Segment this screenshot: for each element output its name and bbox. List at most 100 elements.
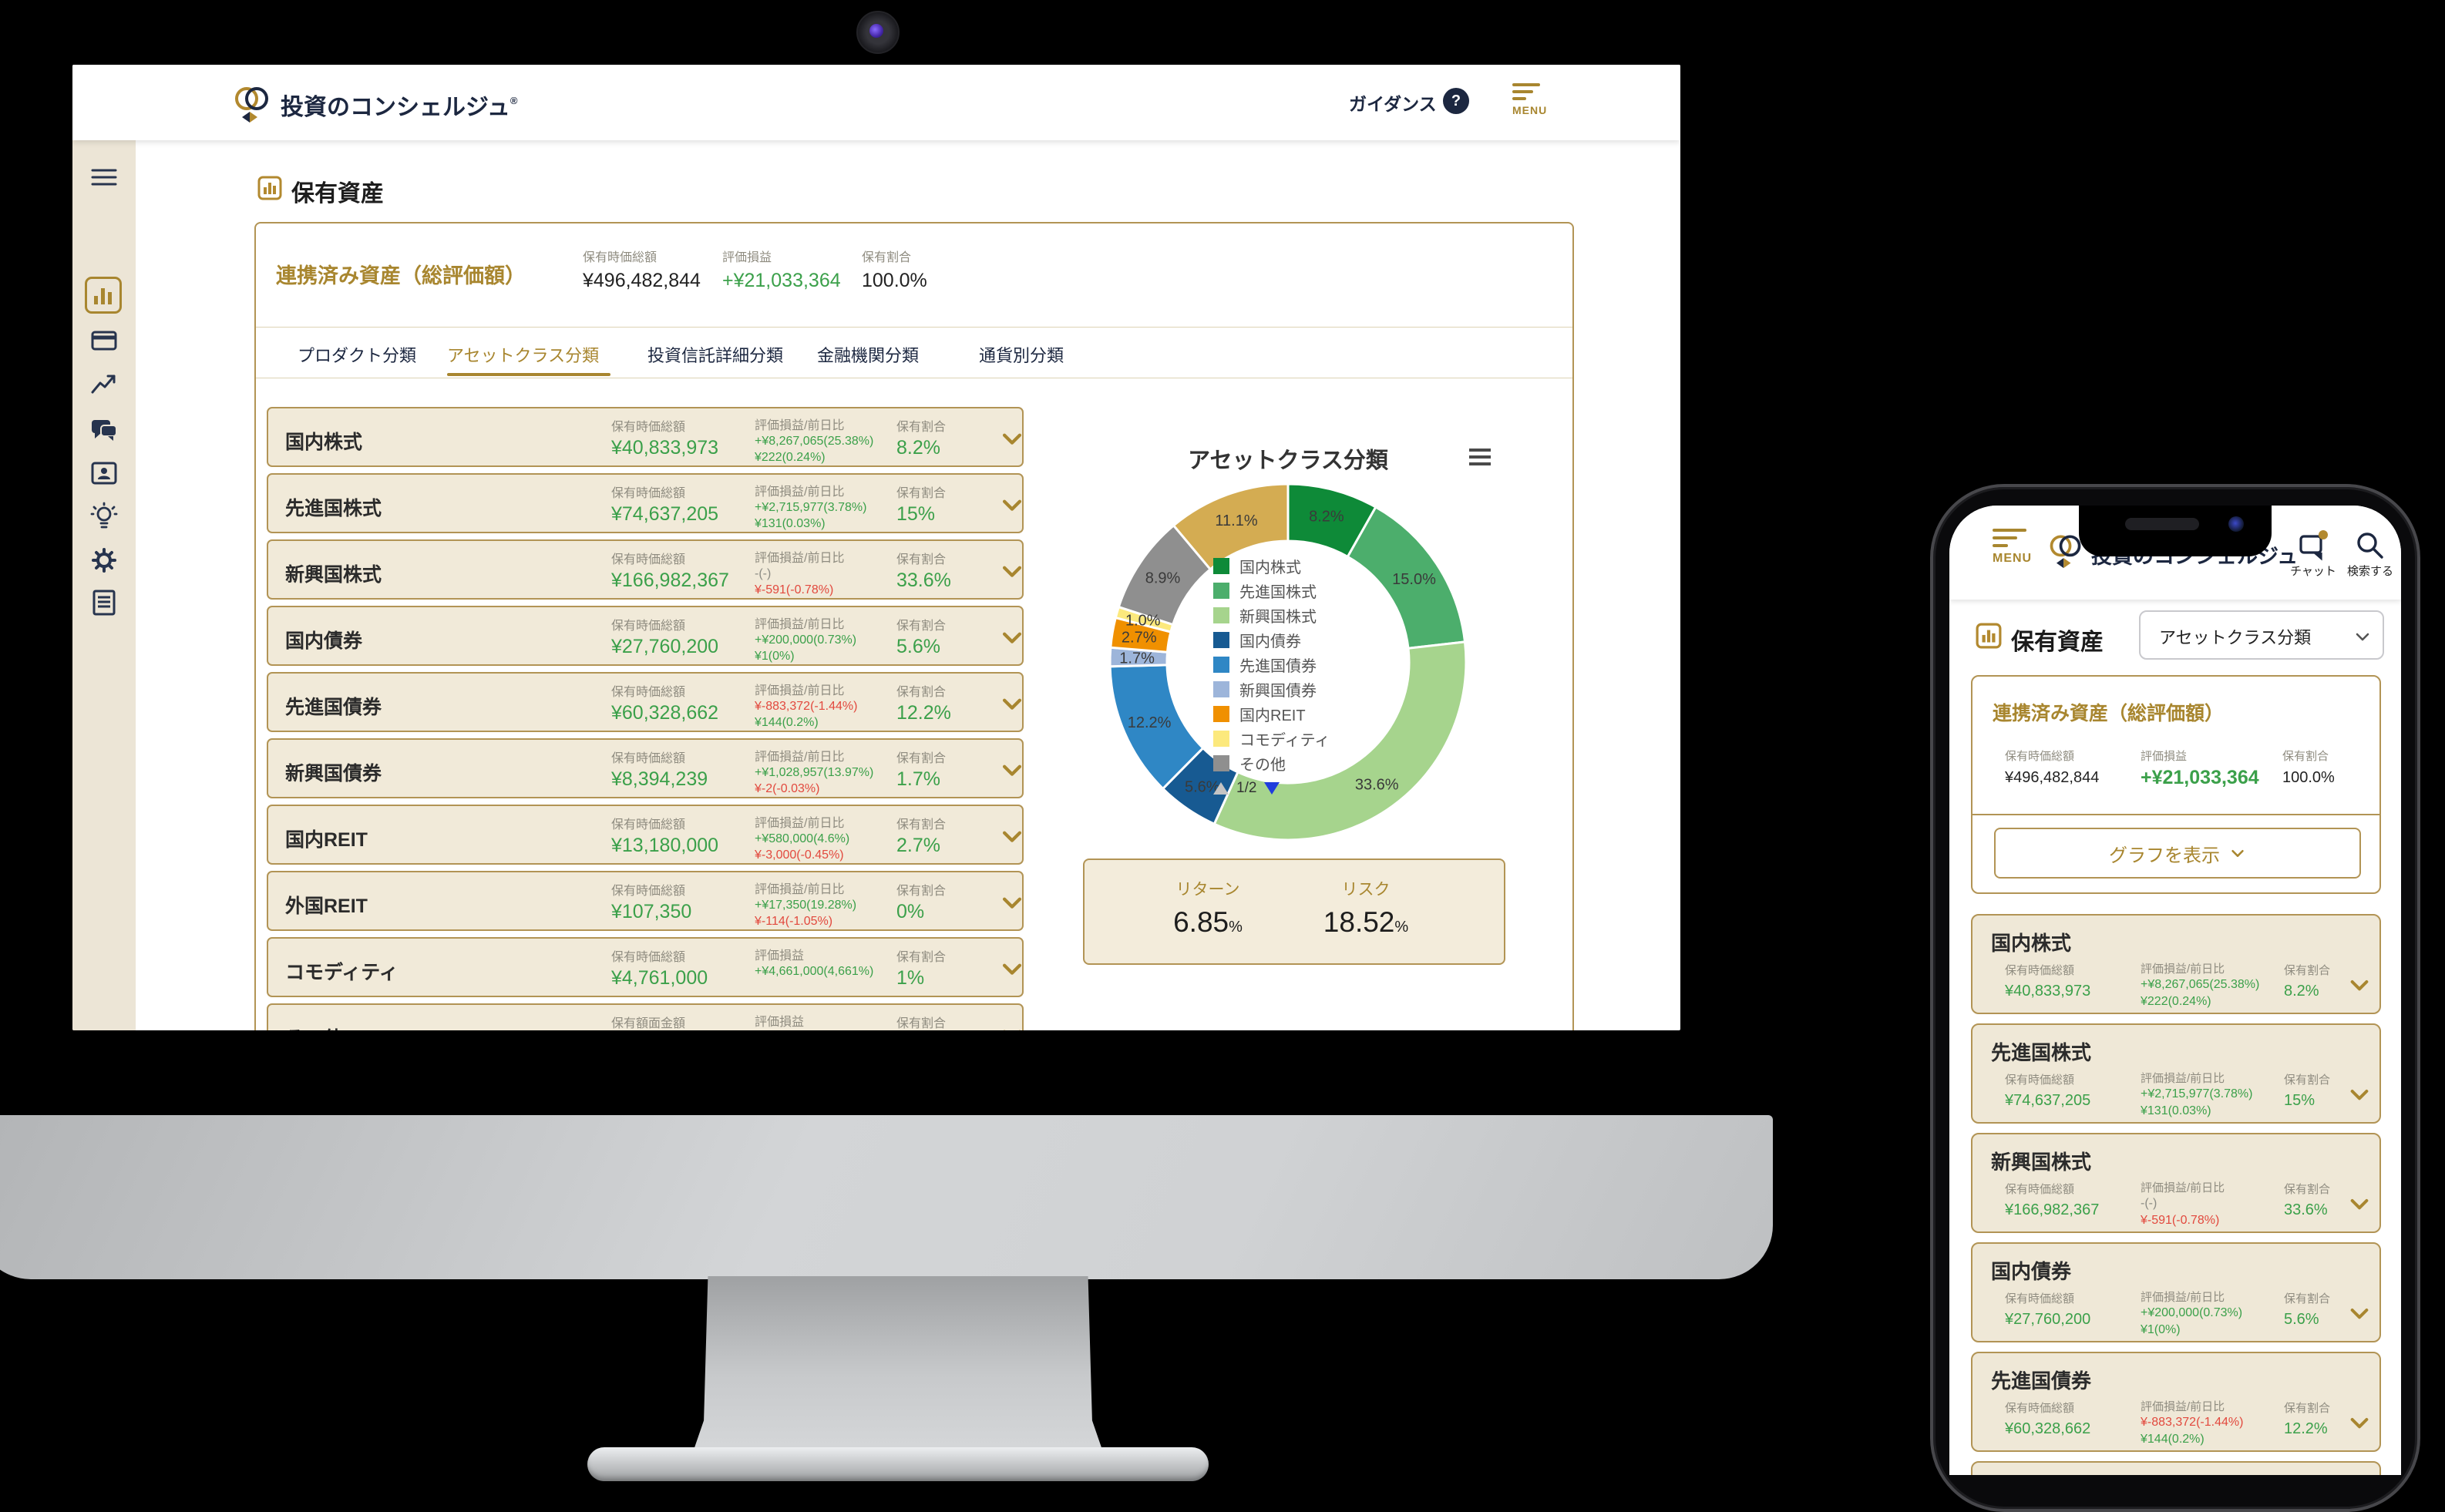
summary-col-pl: 評価損益 +¥21,033,364	[722, 251, 841, 291]
phone-asset-row-1[interactable]: 先進国株式 保有時価総額 ¥74,637,205 評価損益/前日比 +¥2,715,…	[1971, 1023, 2381, 1124]
legend-label: コモディティ	[1239, 731, 1330, 749]
chevron-down-icon[interactable]	[2347, 1082, 2372, 1107]
phone-asset-row-5[interactable]: 新興国債券 保有時価総額¥8,394,239 評価損益/前日比+¥1,028,9…	[1971, 1461, 2381, 1475]
legend-page-up-icon[interactable]	[1213, 782, 1229, 795]
guidance-button[interactable]: ガイダンス	[1349, 89, 1437, 116]
asset-ratio-col: 保有割合 8.2%	[2284, 964, 2331, 1000]
sidebar-item-holdings-active[interactable]	[85, 277, 122, 314]
sidebar-item-accounts[interactable]	[89, 325, 119, 356]
asset-ratio-col: 保有割合 2.7%	[896, 818, 947, 856]
brand-name: 投資のコンシェルジュ®	[281, 95, 518, 120]
asset-row-0[interactable]: 国内株式 保有時価総額 ¥40,833,973 評価損益/前日比 +¥8,267,0…	[267, 407, 1024, 467]
chevron-down-icon[interactable]	[2347, 973, 2372, 997]
phone-asset-row-0[interactable]: 国内株式 保有時価総額 ¥40,833,973 評価損益/前日比 +¥8,267,0…	[1971, 914, 2381, 1014]
asset-row-3[interactable]: 国内債券 保有時価総額 ¥27,760,200 評価損益/前日比 +¥200,000…	[267, 606, 1024, 666]
phone-search-button[interactable]: 検索する	[2342, 529, 2398, 579]
phone-menu-button[interactable]: MENU	[1993, 529, 2032, 566]
asset-row-1[interactable]: 先進国株式 保有時価総額 ¥74,637,205 評価損益/前日比 +¥2,715,…	[267, 473, 1024, 533]
tab-institution[interactable]: 金融機関分類	[817, 346, 920, 365]
chevron-down-icon[interactable]	[999, 492, 1025, 518]
legend-swatch	[1213, 730, 1229, 747]
phone-notch	[2079, 506, 2272, 556]
asset-amount-col: 保有時価総額 ¥4,761,000	[611, 951, 708, 989]
donut-slice-label: 1.7%	[1119, 650, 1155, 667]
tab-fund-detail[interactable]: 投資信託詳細分類	[647, 346, 784, 365]
chevron-down-icon[interactable]	[999, 558, 1025, 584]
legend-item-5: 新興国債券	[1213, 677, 1330, 701]
legend-label: その他	[1239, 756, 1286, 774]
sidebar-item-chat[interactable]	[89, 415, 119, 445]
sidebar-item-profile[interactable]	[89, 458, 119, 489]
divider	[256, 327, 1572, 328]
chevron-down-icon[interactable]	[2347, 1301, 2372, 1326]
classification-dropdown[interactable]: アセットクラス分類	[2139, 610, 2384, 660]
phone-asset-row-4[interactable]: 先進国債券 保有時価総額 ¥60,328,662 評価損益/前日比 ¥-883,37…	[1971, 1352, 2381, 1452]
asset-row-6[interactable]: 国内REIT 保有時価総額 ¥13,180,000 評価損益/前日比 +¥580,0…	[267, 805, 1024, 865]
asset-row-4[interactable]: 先進国債券 保有時価総額 ¥60,328,662 評価損益/前日比 ¥-883,37…	[267, 672, 1024, 732]
asset-row-2[interactable]: 新興国株式 保有時価総額 ¥166,982,367 評価損益/前日比 -(-) ¥-5…	[267, 539, 1024, 600]
asset-amount-col: 保有時価総額 ¥13,180,000	[611, 818, 719, 856]
legend-item-3: 国内債券	[1213, 627, 1330, 652]
asset-row-7[interactable]: 外国REIT 保有時価総額 ¥107,350 評価損益/前日比 +¥17,350(1…	[267, 871, 1024, 931]
question-icon[interactable]: ?	[1443, 88, 1469, 114]
chevron-down-icon[interactable]	[2347, 1410, 2372, 1435]
chevron-down-icon[interactable]	[999, 690, 1025, 717]
legend-label: 国内株式	[1239, 559, 1301, 576]
tab-product[interactable]: プロダクト分類	[298, 346, 417, 365]
show-graph-button[interactable]: グラフを表示	[1994, 828, 2361, 879]
chevron-down-icon[interactable]	[999, 425, 1025, 452]
legend-label: 新興国株式	[1239, 608, 1317, 626]
tab-asset-class[interactable]: アセットクラス分類	[447, 346, 600, 365]
donut-slice-9[interactable]	[1172, 482, 1290, 571]
chevron-down-icon[interactable]	[999, 889, 1025, 916]
asset-pl-col: 評価損益/前日比 +¥1,028,957(13.97%) ¥-2(-0.03%)	[755, 751, 874, 795]
chevron-down-icon[interactable]	[2347, 1191, 2372, 1216]
chat-icon	[2299, 530, 2328, 561]
header-menu-button[interactable]: MENU	[1512, 83, 1547, 116]
chevron-down-icon[interactable]	[999, 624, 1025, 650]
asset-amount-col: 保有時価総額 ¥40,833,973	[2005, 964, 2091, 1000]
legend-label: 国内REIT	[1239, 707, 1306, 724]
asset-amount-col: 保有時価総額 ¥27,760,200	[611, 620, 719, 657]
chevron-down-icon[interactable]	[999, 1022, 1025, 1030]
legend-item-0: 国内株式	[1213, 553, 1330, 578]
sidebar-item-insights[interactable]	[89, 502, 119, 533]
sidebar-menu-icon[interactable]	[89, 162, 119, 193]
donut-slice-label: 12.2%	[1128, 714, 1172, 731]
asset-name: 国内債券	[285, 630, 363, 652]
legend-swatch	[1213, 656, 1229, 673]
legend-pagination: 1/2	[1213, 780, 1330, 797]
legend-page-down-icon[interactable]	[1264, 782, 1280, 795]
legend-swatch	[1213, 754, 1229, 771]
active-tab-underline	[447, 373, 610, 376]
legend-page-indicator: 1/2	[1236, 780, 1257, 796]
brand-logo-icon	[2050, 535, 2081, 569]
asset-ratio-col: 保有割合 1%	[896, 951, 947, 989]
dropdown-value: アセットクラス分類	[2159, 628, 2312, 647]
summary-col-pl: 評価損益 +¥21,033,364	[2141, 750, 2259, 788]
sidebar-item-performance[interactable]	[89, 369, 119, 400]
phone-chat-button[interactable]: チャット	[2282, 529, 2344, 579]
phone-asset-row-3[interactable]: 国内債券 保有時価総額 ¥27,760,200 評価損益/前日比 +¥200,000…	[1971, 1242, 2381, 1342]
sidebar-item-settings[interactable]	[89, 545, 119, 576]
asset-row-5[interactable]: 新興国債券 保有時価総額 ¥8,394,239 評価損益/前日比 +¥1,028,9…	[267, 738, 1024, 798]
desktop-header: 投資のコンシェルジュ® ガイダンス ? MENU	[72, 65, 1680, 140]
chevron-down-icon[interactable]	[999, 757, 1025, 783]
chart-context-menu-icon[interactable]	[1469, 449, 1491, 469]
sidebar-item-reports[interactable]	[89, 587, 119, 618]
search-label: 検索する	[2346, 565, 2393, 578]
asset-pl-col: 評価損益/前日比 -(-) ¥-591(-0.78%)	[2141, 1181, 2225, 1227]
tab-currency[interactable]: 通貨別分類	[979, 346, 1064, 365]
legend-item-4: 先進国債券	[1213, 652, 1330, 677]
chevron-down-icon[interactable]	[999, 956, 1025, 982]
risk-return-box: リターン 6.85% リスク 18.52%	[1083, 858, 1505, 965]
phone-asset-row-2[interactable]: 新興国株式 保有時価総額 ¥166,982,367 評価損益/前日比 -(-) ¥-5…	[1971, 1133, 2381, 1233]
asset-row-8[interactable]: コモディティ 保有時価総額 ¥4,761,000 評価損益 +¥4,661,000(…	[267, 937, 1024, 997]
asset-name: コモディティ	[285, 962, 399, 983]
asset-name: 新興国株式	[1991, 1151, 2092, 1174]
chevron-down-icon[interactable]	[999, 823, 1025, 849]
donut-slice-label: 11.1%	[1215, 512, 1257, 529]
donut-slice-label: 5.6%	[1185, 778, 1220, 795]
asset-name: 国内債券	[1991, 1260, 2072, 1283]
